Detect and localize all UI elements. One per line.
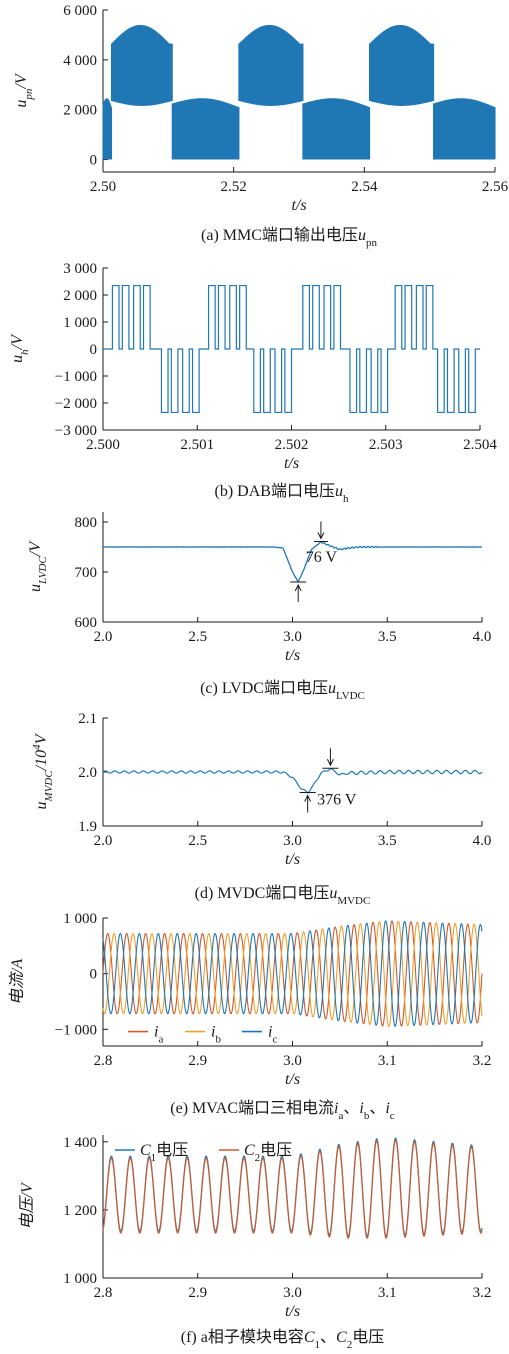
- panel-e: 2.8 2.9 3.0 3.1 3.2 −1 000 0 1 000 ia ib ic 电流/A t/s…: [8, 911, 491, 1122]
- y-tick-label: −2 000: [55, 396, 97, 412]
- x-tick-label: 2.502: [275, 437, 309, 453]
- x-tick-label: 3.2: [473, 1285, 492, 1301]
- legend-label-ib: ib: [211, 1024, 221, 1046]
- x-tick-label: 2.0: [94, 833, 113, 849]
- panel-a: 2.50 2.52 2.54 2.56 0 2 000 4 000 6 000 upn/V t/s…: [13, 3, 509, 249]
- x-tick-label: 2.504: [463, 437, 497, 453]
- x-tick-label: 2.52: [221, 179, 247, 195]
- x-axis-label: t/s: [285, 851, 300, 868]
- x-tick-label: 3.1: [378, 1285, 397, 1301]
- y-tick-label: −3 000: [55, 423, 97, 439]
- series-ic: [102, 920, 483, 1027]
- x-tick-label: 3.0: [283, 833, 302, 849]
- y-tick-label: 3 000: [63, 261, 97, 277]
- x-axis-label: t/s: [285, 647, 300, 664]
- legend: C1电压 C2电压: [115, 1141, 292, 1164]
- y-tick-label: 0: [90, 342, 98, 358]
- y-tick-label: 1 000: [63, 315, 97, 331]
- series-ia: [102, 920, 483, 1027]
- x-tick-label: 2.503: [369, 437, 403, 453]
- legend-label-c1: C1电压: [140, 1141, 188, 1164]
- x-tick-label: 3.0: [283, 1053, 302, 1069]
- y-axis-label: uh/V: [9, 333, 31, 363]
- panel-f: 2.8 2.9 3.0 3.1 3.2 1 000 1 200 1 400 C1电压 C2电压电压…: [18, 1135, 491, 1351]
- panel-c: 2.0 2.5 3.0 3.5 4.0 600 700 800 76 V uLVDC/V t/s (c…: [27, 512, 491, 702]
- x-tick-label: 2.54: [351, 179, 378, 195]
- x-axis-label: t/s: [285, 1071, 300, 1088]
- delta-annotation: 76 V: [306, 549, 338, 566]
- y-tick-label: −1 000: [55, 369, 97, 385]
- panel-caption: (e) MVAC端口三相电流ia、ib、ic: [170, 1099, 395, 1122]
- y-tick-label: 2 000: [63, 288, 97, 304]
- x-tick-label: 3.5: [378, 629, 397, 645]
- series-upn: [102, 25, 496, 160]
- y-tick-label: 700: [75, 565, 98, 581]
- y-tick-label: 2 000: [63, 103, 97, 119]
- series-ulvdc: [102, 541, 483, 583]
- legend-label-c2: C2电压: [244, 1141, 292, 1164]
- y-tick-label: 1 000: [63, 911, 97, 927]
- x-tick-label: 2.9: [188, 1285, 207, 1301]
- y-tick-label: 4 000: [63, 53, 97, 69]
- y-tick-label: 0: [90, 967, 98, 983]
- y-tick-label: 1 400: [63, 1135, 97, 1151]
- x-tick-label: 2.56: [482, 179, 509, 195]
- x-axis-label: t/s: [285, 1303, 300, 1320]
- arrow-up: [294, 583, 302, 602]
- series-c2: [102, 1139, 483, 1239]
- x-axis-label: t/s: [284, 455, 299, 472]
- x-tick-label: 2.500: [86, 437, 120, 453]
- y-axis-label: 电流/A: [8, 959, 26, 1005]
- x-tick-label: 3.0: [283, 1285, 302, 1301]
- x-tick-label: 2.8: [94, 1285, 113, 1301]
- y-tick-label: 1 200: [63, 1203, 97, 1219]
- x-axis-label: t/s: [291, 197, 306, 214]
- panel-caption: (f) a相子模块电容C1、C2电压: [181, 1328, 384, 1351]
- y-tick-label: 1.9: [78, 819, 97, 835]
- x-tick-label: 2.5: [188, 629, 207, 645]
- panel-caption: (d) MVDC端口电压uMVDC: [195, 884, 371, 907]
- y-axis-label: 电压/V: [18, 1181, 36, 1229]
- arrow-down: [326, 748, 334, 767]
- panel-caption: (c) LVDC端口电压uLVDC: [200, 679, 365, 702]
- arrow-up: [304, 794, 312, 813]
- arrow-down: [317, 521, 325, 540]
- series-uh: [103, 284, 480, 414]
- x-tick-label: 2.0: [94, 629, 113, 645]
- delta-annotation: 376 V: [317, 791, 357, 808]
- y-tick-label: 0: [90, 153, 98, 169]
- x-tick-label: 3.5: [378, 833, 397, 849]
- panel-caption: (b) DAB端口电压uh: [215, 482, 349, 505]
- legend: ia ib ic: [128, 1024, 277, 1046]
- y-tick-label: 2.0: [78, 765, 97, 781]
- x-tick-label: 2.5: [188, 833, 207, 849]
- legend-label-ia: ia: [154, 1024, 163, 1046]
- panel-caption: (a) MMC端口输出电压upn: [201, 226, 377, 249]
- x-tick-label: 2.8: [94, 1053, 113, 1069]
- y-axis-label: uLVDC/V: [27, 540, 49, 592]
- x-tick-label: 2.9: [188, 1053, 207, 1069]
- x-tick-label: 4.0: [473, 629, 492, 645]
- x-tick-label: 3.2: [473, 1053, 492, 1069]
- x-tick-label: 2.501: [180, 437, 214, 453]
- series-umvdc: [102, 768, 483, 794]
- panel-b: 2.500 2.501 2.502 2.503 2.504 −3 000 −2 000 −1 …: [9, 261, 497, 505]
- x-tick-label: 3.1: [378, 1053, 397, 1069]
- x-tick-label: 2.50: [90, 179, 116, 195]
- y-axis-label: uMVDC/104V: [31, 732, 55, 809]
- series-ib: [102, 920, 483, 1028]
- y-tick-label: 1 000: [63, 1271, 97, 1287]
- y-tick-label: 800: [75, 515, 98, 531]
- y-tick-label: 600: [75, 615, 98, 631]
- y-tick-label: 2.1: [78, 711, 97, 727]
- legend-label-ic: ic: [268, 1024, 277, 1046]
- x-tick-label: 4.0: [473, 833, 492, 849]
- x-tick-label: 3.0: [283, 629, 302, 645]
- y-axis-label: upn/V: [13, 72, 35, 107]
- y-tick-label: 6 000: [63, 3, 97, 19]
- y-tick-label: −1 000: [55, 1022, 97, 1038]
